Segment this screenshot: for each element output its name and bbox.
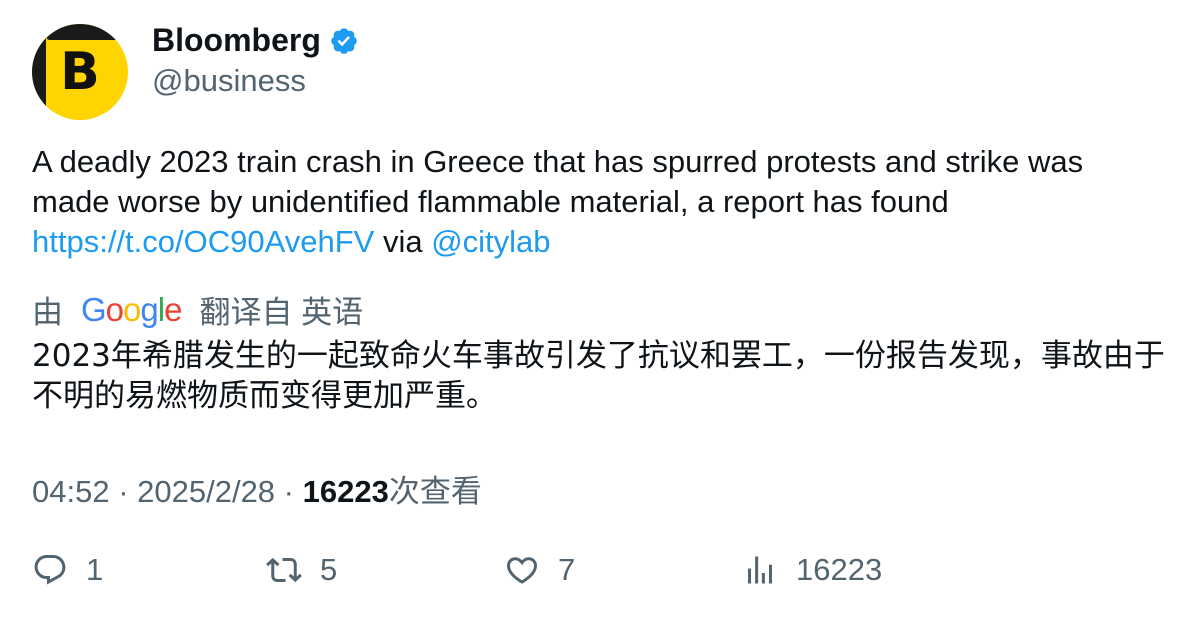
- avatar-shade-top: [46, 24, 128, 40]
- retweet-count: 5: [320, 552, 338, 587]
- reply-button[interactable]: 1: [32, 552, 103, 588]
- views-count: 16223: [302, 474, 389, 509]
- avatar-letter: B: [60, 42, 100, 102]
- google-logo: Google: [81, 290, 182, 328]
- author-handle[interactable]: @business: [152, 63, 306, 98]
- meta-separator: ·: [109, 474, 138, 509]
- tweet-text: A deadly 2023 train crash in Greece that…: [32, 142, 1162, 262]
- avatar[interactable]: B: [32, 24, 128, 120]
- views-button[interactable]: 16223: [742, 552, 882, 588]
- meta-separator: ·: [275, 474, 303, 509]
- tweet-via: via: [374, 224, 432, 259]
- like-count: 7: [558, 552, 576, 587]
- translation-prefix: 由: [32, 295, 63, 330]
- views-count-action: 16223: [796, 552, 883, 587]
- heart-icon: [506, 557, 538, 584]
- retweet-icon: [266, 557, 302, 583]
- verified-badge-icon: [331, 27, 357, 54]
- tweet-link[interactable]: https://t.co/OC90AvehFV: [32, 224, 375, 259]
- views-chart-icon: [748, 556, 772, 584]
- translation-suffix: 翻译自 英语: [199, 295, 364, 330]
- tweet-body: A deadly 2023 train crash in Greece that…: [32, 144, 1084, 219]
- translation-attribution: 由 Google 翻译自 英语: [32, 287, 363, 332]
- action-bar: 1 5 7 16223: [32, 552, 1162, 592]
- author-name[interactable]: Bloomberg: [152, 22, 321, 58]
- author-name-row[interactable]: Bloomberg: [152, 22, 359, 59]
- tweet-mention[interactable]: @citylab: [431, 224, 551, 259]
- reply-count: 1: [86, 552, 104, 587]
- avatar-shade: [32, 24, 46, 120]
- tweet-time[interactable]: 04:52: [32, 474, 110, 509]
- retweet-button[interactable]: 5: [266, 552, 337, 588]
- views-label: 次查看: [388, 474, 482, 509]
- translated-text: 2023年希腊发生的一起致命火车事故引发了抗议和罢工，一份报告发现，事故由于不明…: [32, 338, 1165, 414]
- like-button[interactable]: 7: [504, 552, 575, 588]
- tweet-meta: 04:52 · 2025/2/28 · 16223次查看: [32, 466, 482, 511]
- reply-icon: [34, 555, 66, 585]
- tweet-date[interactable]: 2025/2/28: [137, 474, 276, 509]
